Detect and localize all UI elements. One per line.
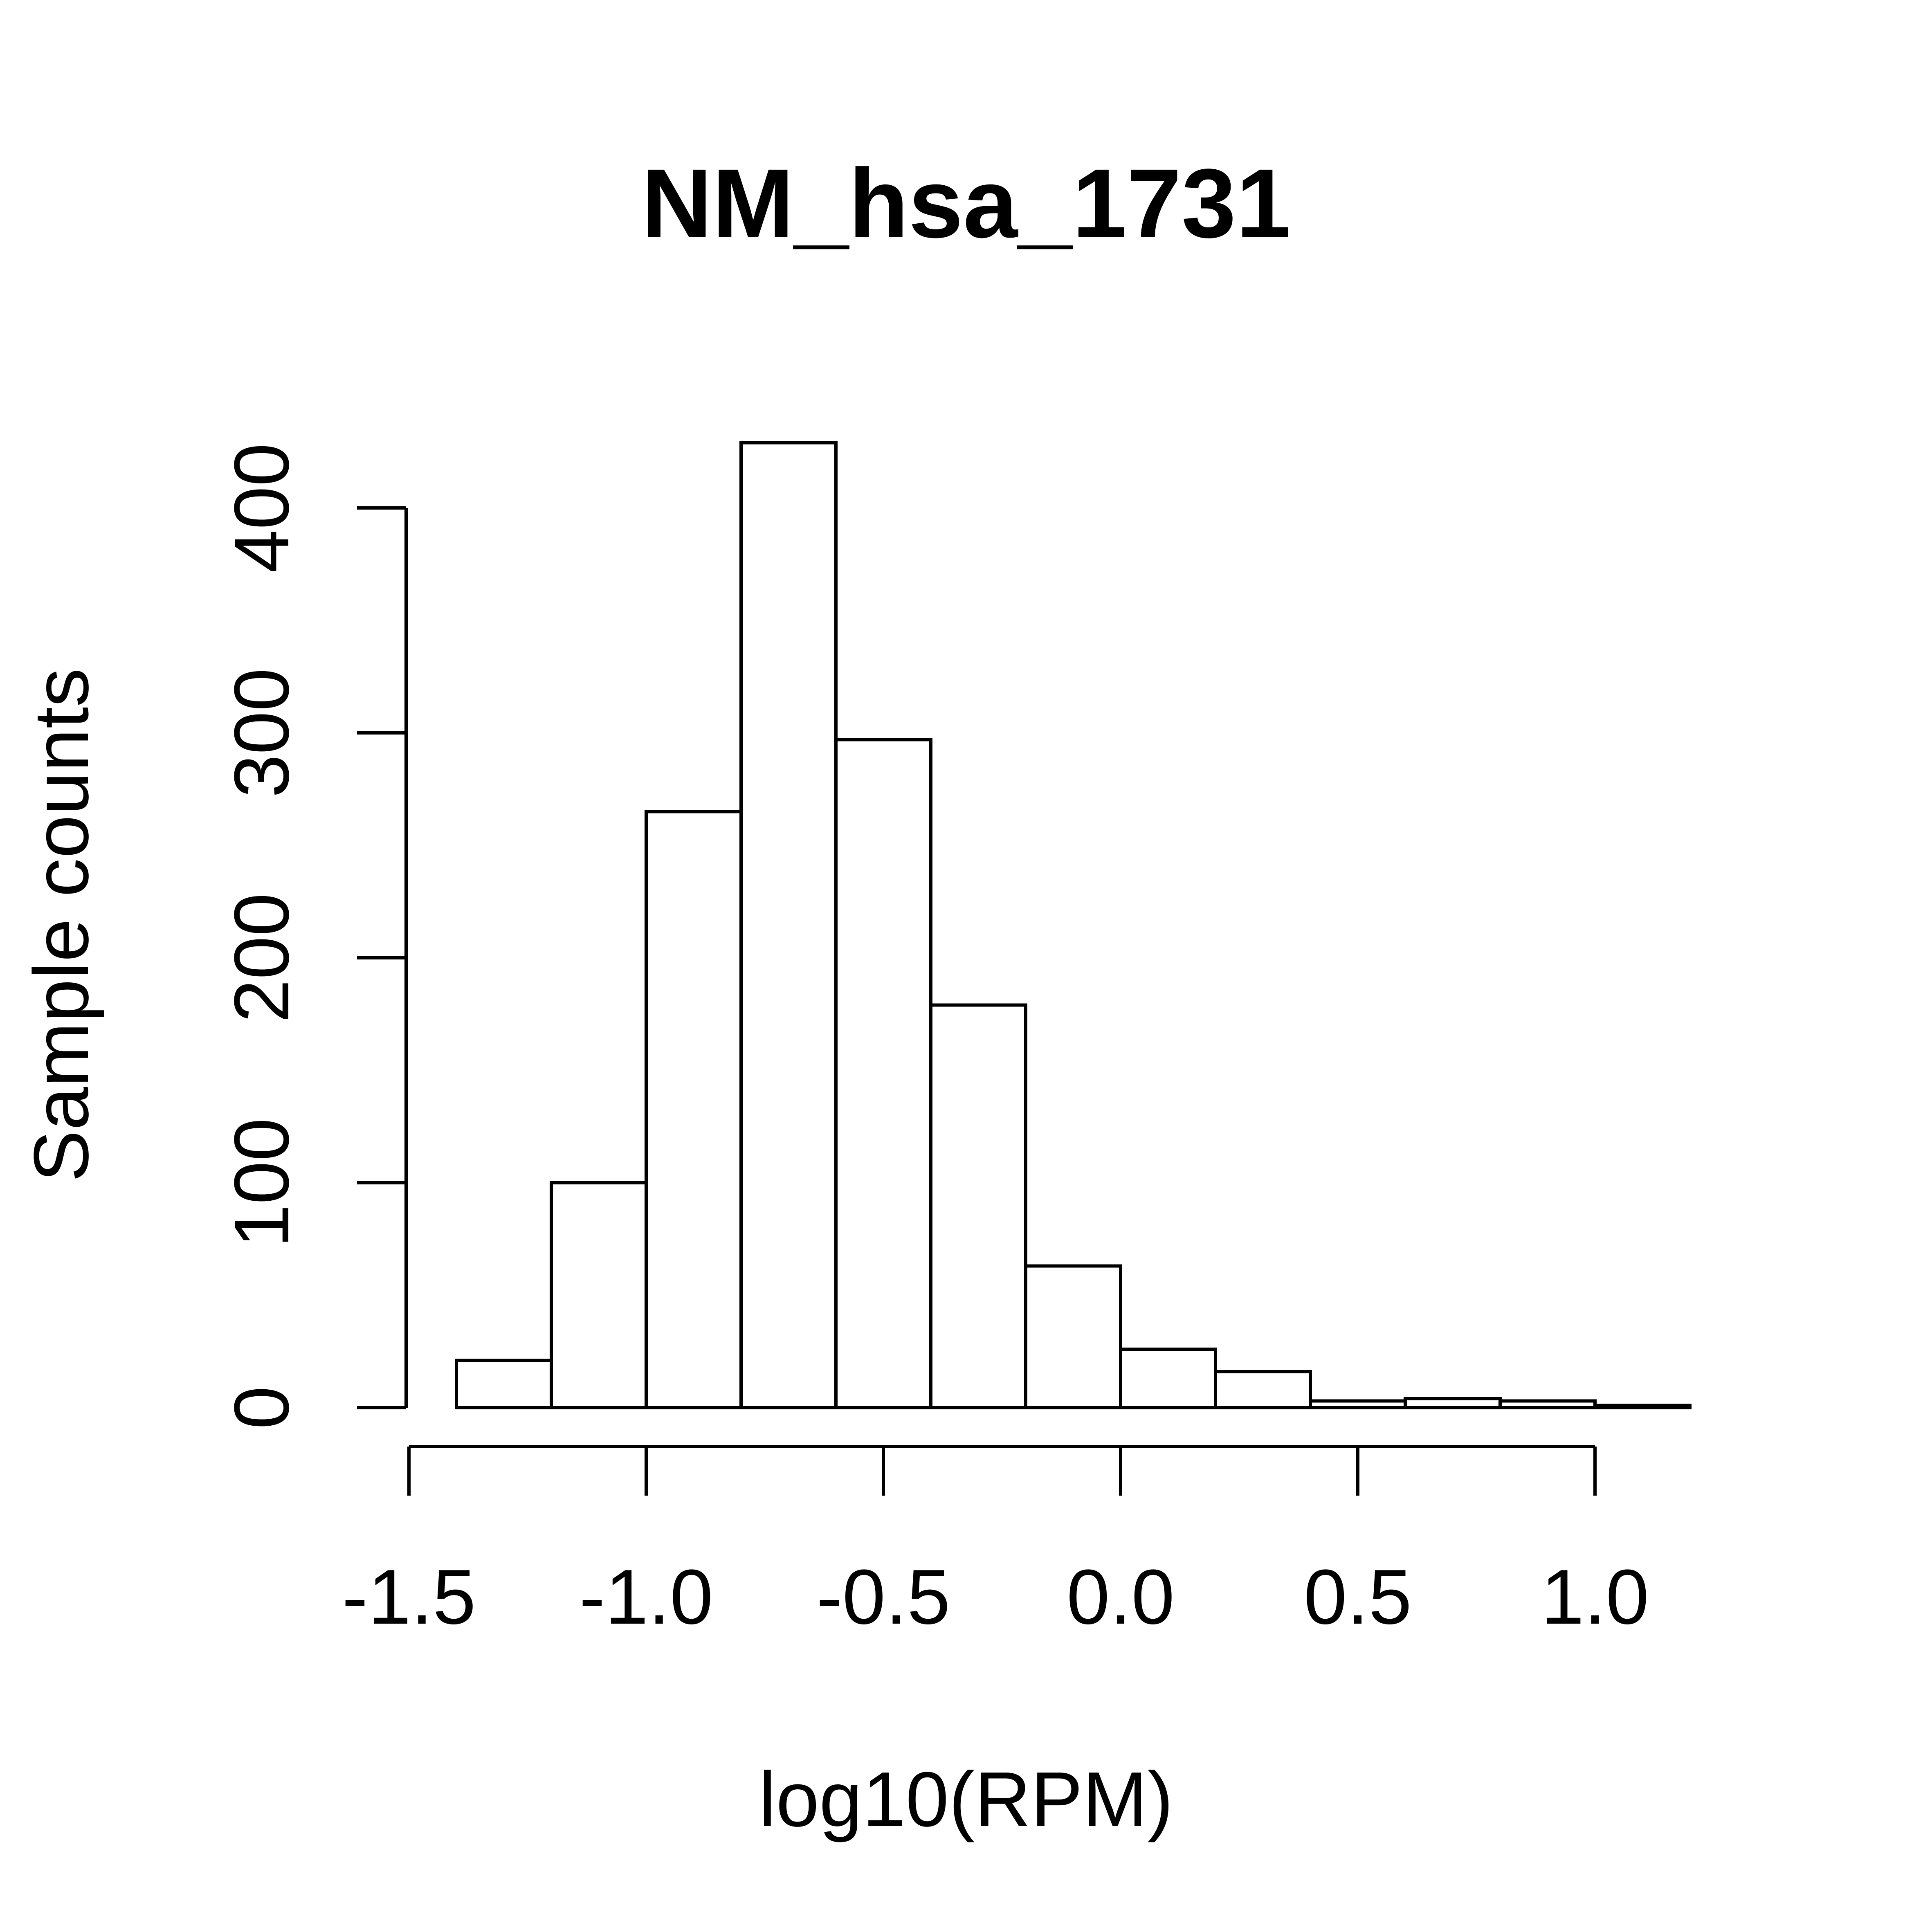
- y-tick-label: 200: [218, 893, 305, 1022]
- x-axis: -1.5 -1.0 -0.5 0.0 0.5 1.0: [342, 1445, 1649, 1640]
- x-tick-label: 0.0: [1067, 1554, 1175, 1640]
- x-tick-label: 1.0: [1541, 1554, 1649, 1640]
- x-axis-label: log10(RPM): [759, 1756, 1173, 1843]
- chart-title: NM_hsa_1731: [641, 148, 1291, 258]
- histogram-bar: [1593, 1404, 1692, 1409]
- histogram-bar: [550, 1181, 648, 1409]
- y-axis-label: Sample counts: [18, 668, 105, 1182]
- histogram-bar: [739, 441, 838, 1409]
- histogram-bar: [1309, 1399, 1407, 1409]
- histogram-bar: [1214, 1370, 1312, 1409]
- y-tick-label: 100: [218, 1118, 305, 1247]
- x-tick-label: 0.5: [1304, 1554, 1412, 1640]
- histogram-bar: [1404, 1397, 1502, 1409]
- histogram-bar: [455, 1359, 553, 1409]
- x-tick-label: -0.5: [816, 1554, 950, 1640]
- histogram-bar: [834, 738, 932, 1409]
- y-axis: 0 100 200 300 400: [218, 443, 408, 1429]
- y-tick-label: 300: [218, 668, 305, 798]
- histogram-bar: [645, 810, 743, 1409]
- histogram-bar: [929, 1003, 1027, 1409]
- y-tick-label: 0: [218, 1386, 305, 1429]
- histogram-bar: [1119, 1348, 1217, 1409]
- x-tick-label: -1.0: [579, 1554, 713, 1640]
- x-tick-label: -1.5: [342, 1554, 476, 1640]
- histogram-bar: [1024, 1264, 1122, 1409]
- histogram-bar: [1498, 1399, 1597, 1409]
- y-tick-label: 400: [218, 443, 305, 573]
- histogram-bars: [455, 441, 1692, 1409]
